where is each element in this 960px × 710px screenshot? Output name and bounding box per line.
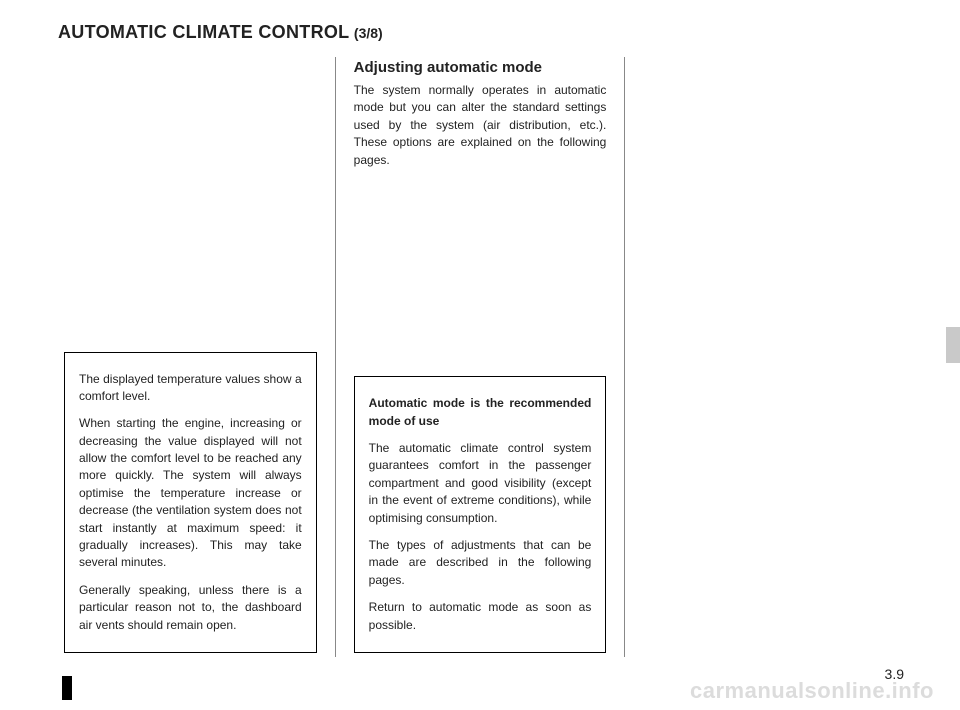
info-box-temperature: The displayed temperature values show a … [64, 352, 317, 653]
columns-container: The displayed temperature values show a … [50, 57, 910, 657]
column-3 [625, 57, 910, 657]
box2-p3: Return to automatic mode as soon as poss… [369, 599, 592, 634]
watermark: carmanualsonline.info [690, 678, 934, 704]
page-title: AUTOMATIC CLIMATE CONTROL (3/8) [58, 22, 910, 43]
title-subsection: (3/8) [354, 25, 383, 41]
box1-p2: When starting the engine, increasing or … [79, 415, 302, 572]
box2-p2: The types of adjustments that can be mad… [369, 537, 592, 589]
info-box-automatic-mode: Automatic mode is the recommended mode o… [354, 376, 607, 653]
col2-top: Adjusting automatic mode The system norm… [354, 57, 607, 169]
box1-p3: Generally speaking, unless there is a pa… [79, 582, 302, 634]
box2-p1: The automatic climate control system gua… [369, 440, 592, 527]
column-2: Adjusting automatic mode The system norm… [336, 57, 626, 657]
section-tab-marker [946, 327, 960, 363]
print-mark [62, 676, 72, 700]
title-main: AUTOMATIC CLIMATE CONTROL [58, 22, 349, 42]
column-1: The displayed temperature values show a … [50, 57, 336, 657]
box2-lead: Automatic mode is the recommended mode o… [369, 395, 592, 430]
box1-p1: The displayed temperature values show a … [79, 371, 302, 406]
section-body: The system normally operates in automati… [354, 82, 607, 169]
section-heading: Adjusting automatic mode [354, 59, 607, 76]
manual-page: AUTOMATIC CLIMATE CONTROL (3/8) The disp… [0, 0, 960, 710]
